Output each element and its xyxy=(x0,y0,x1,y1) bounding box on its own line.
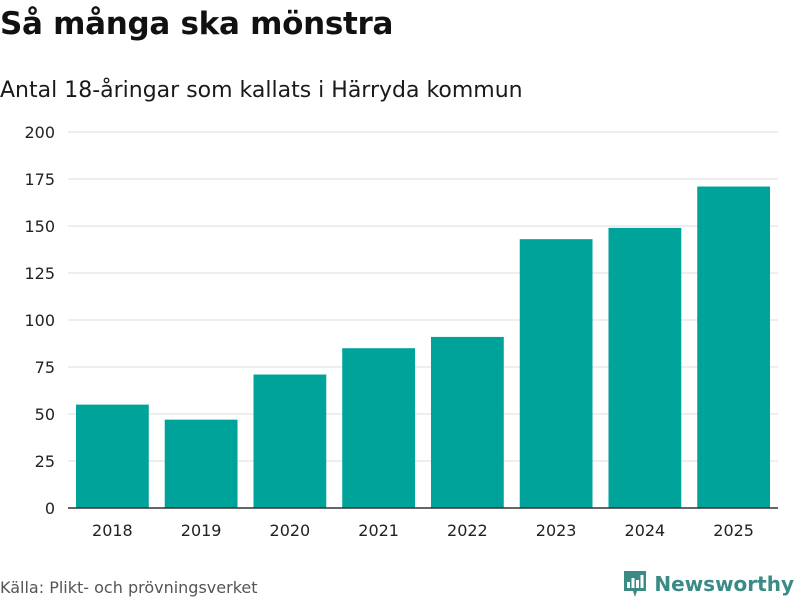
x-tick-label: 2023 xyxy=(536,521,577,540)
bar xyxy=(253,374,327,508)
x-tick-label: 2018 xyxy=(92,521,133,540)
bar xyxy=(342,348,416,508)
bars xyxy=(75,186,771,508)
x-tick-label: 2020 xyxy=(270,521,311,540)
bar xyxy=(608,227,682,508)
y-tick-label: 25 xyxy=(35,452,55,471)
y-tick-label: 0 xyxy=(45,499,55,518)
y-tick-label: 50 xyxy=(35,405,55,424)
y-tick-label: 125 xyxy=(24,264,55,283)
y-tick-label: 100 xyxy=(24,311,55,330)
x-tick-label: 2019 xyxy=(181,521,222,540)
y-tick-label: 200 xyxy=(24,123,55,142)
bar xyxy=(164,419,238,508)
x-tick-label: 2024 xyxy=(625,521,666,540)
x-tick-label: 2021 xyxy=(358,521,399,540)
bar xyxy=(697,186,771,508)
y-tick-label: 150 xyxy=(24,217,55,236)
bar-chart-logo-icon xyxy=(624,571,647,597)
source-note: Källa: Plikt- och prövningsverket xyxy=(0,578,258,597)
brand-name: Newsworthy xyxy=(654,572,794,596)
chart-title: Så många ska mönstra xyxy=(0,6,394,42)
bar xyxy=(519,239,593,508)
bar xyxy=(75,404,149,508)
chart-subtitle: Antal 18-åringar som kallats i Härryda k… xyxy=(0,78,523,103)
x-tick-label: 2022 xyxy=(447,521,488,540)
y-axis-ticks: 0 25 50 75 100 125 150 175 200 xyxy=(24,123,55,518)
x-axis-ticks: 2018 2019 2020 2021 2022 2023 2024 2025 xyxy=(92,521,754,540)
y-tick-label: 75 xyxy=(35,358,55,377)
x-tick-label: 2025 xyxy=(713,521,754,540)
bar xyxy=(430,336,504,508)
brand-logo[interactable]: Newsworthy xyxy=(622,569,794,599)
y-tick-label: 175 xyxy=(24,170,55,189)
